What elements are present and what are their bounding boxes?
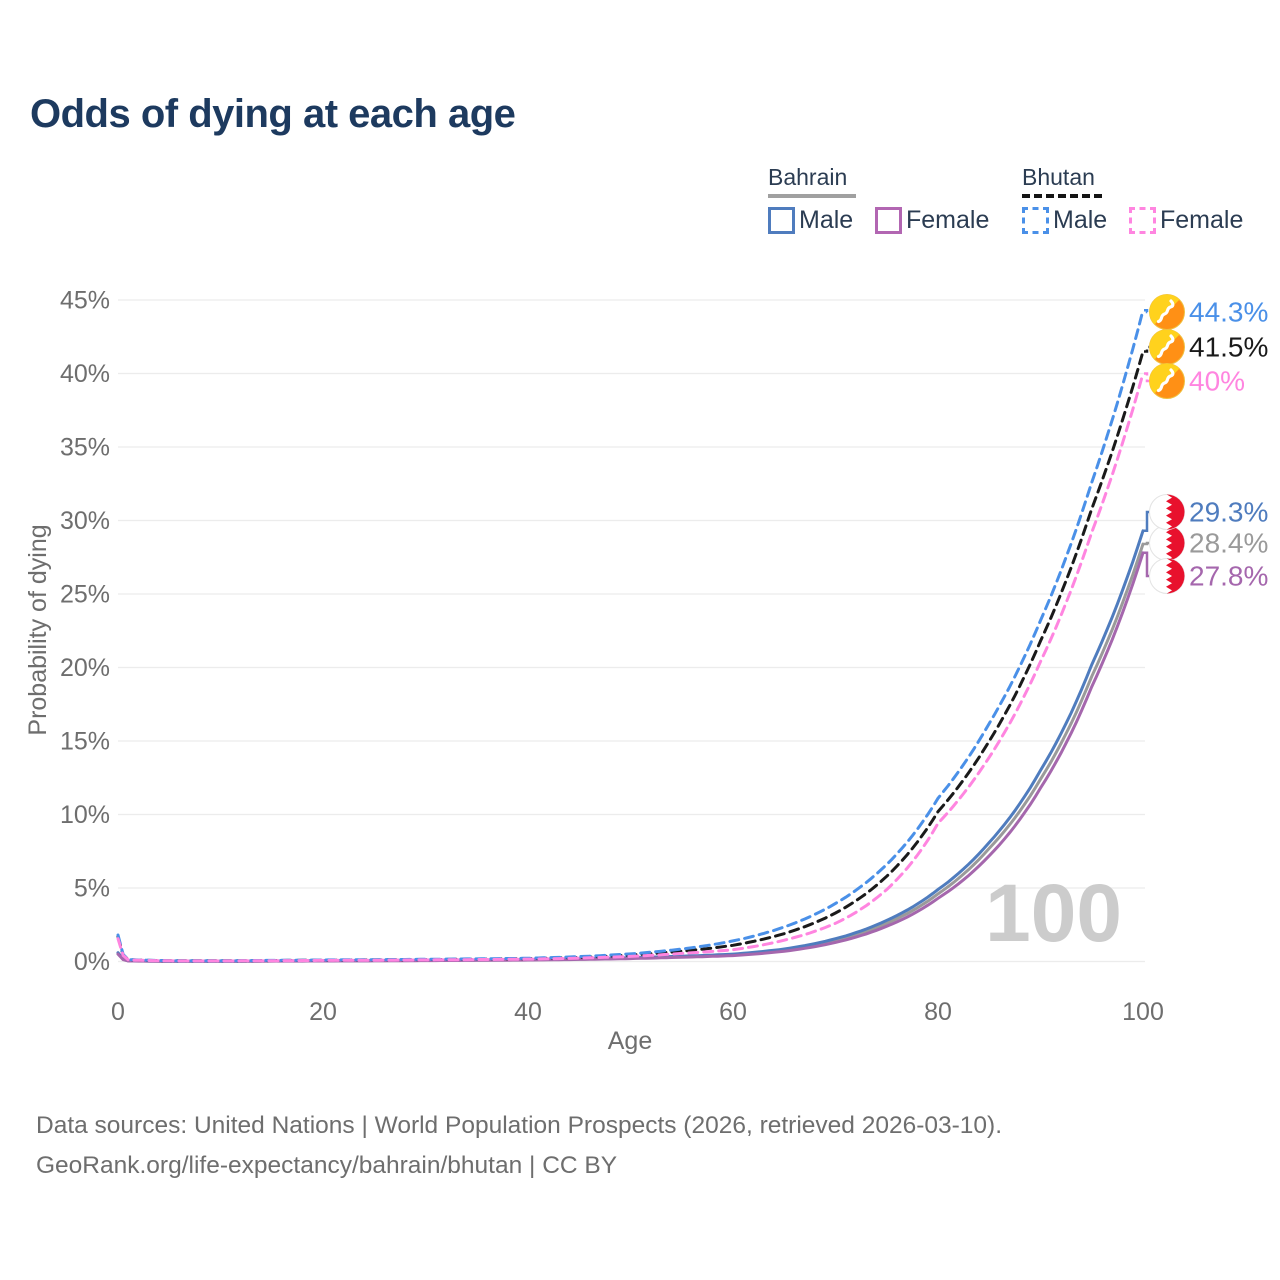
bhutan-flag-icon (1149, 363, 1185, 399)
x-tick-label: 40 (514, 998, 542, 1026)
y-tick-label: 20% (60, 654, 110, 682)
y-tick-label: 45% (60, 287, 110, 315)
end-value-label-bahrain-male: 29.3% (1189, 497, 1268, 528)
y-tick-label: 10% (60, 801, 110, 829)
footer-line-1: Data sources: United Nations | World Pop… (36, 1112, 1003, 1139)
x-tick-label: 80 (924, 998, 952, 1026)
bahrain-flag-icon (1149, 525, 1185, 561)
legend-group-title-bahrain[interactable]: Bahrain (768, 164, 848, 190)
data-source-note: Data sources: United Nations | World Pop… (36, 1106, 1236, 1186)
bahrain-flag-icon (1149, 558, 1185, 594)
end-label-leader (1144, 510, 1149, 533)
page-title: Odds of dying at each age (30, 92, 516, 136)
end-label-leader (1144, 372, 1149, 383)
legend-label-bahrain-female[interactable]: Female (906, 206, 990, 234)
legend-swatch-bhutan-female[interactable] (1129, 207, 1156, 234)
end-label-leader (1144, 541, 1149, 546)
legend-swatch-bhutan-male[interactable] (1022, 207, 1049, 234)
x-tick-label: 60 (719, 998, 747, 1026)
bhutan-flag-icon (1149, 294, 1185, 330)
bahrain-flag-icon (1149, 494, 1185, 530)
y-tick-label: 15% (60, 728, 110, 756)
legend-group-title-bhutan[interactable]: Bhutan (1022, 164, 1095, 190)
end-label-leader (1144, 551, 1149, 578)
x-axis-title: Age (608, 1027, 652, 1055)
legend-swatch-bahrain-female[interactable] (875, 207, 902, 234)
end-value-label-bhutan-female: 40% (1189, 366, 1245, 397)
end-value-label-bhutan-all: 41.5% (1189, 332, 1268, 363)
x-tick-label: 100 (1122, 998, 1164, 1026)
legend-underline-bahrain (768, 194, 856, 198)
x-tick-label: 0 (111, 998, 125, 1026)
y-tick-label: 30% (60, 507, 110, 535)
end-label-leader (1144, 345, 1149, 353)
legend-label-bhutan-male[interactable]: Male (1053, 206, 1108, 234)
series-line-bhutan-female (116, 372, 1145, 963)
legend-swatch-bahrain-male[interactable] (768, 207, 795, 234)
age-watermark: 100 (985, 868, 1122, 959)
legend-underline-bhutan (1022, 194, 1102, 198)
end-value-label-bahrain-all: 28.4% (1189, 528, 1268, 559)
y-tick-label: 35% (60, 434, 110, 462)
y-tick-label: 25% (60, 581, 110, 609)
end-value-label-bhutan-male: 44.3% (1189, 297, 1268, 328)
y-tick-label: 40% (60, 360, 110, 388)
legend-label-bhutan-female[interactable]: Female (1160, 206, 1244, 234)
legend-label-bahrain-male[interactable]: Male (799, 206, 854, 234)
x-tick-label: 20 (309, 998, 337, 1026)
footer-line-2: GeoRank.org/life-expectancy/bahrain/bhut… (36, 1152, 618, 1179)
legend: Bahrain Male Female Bhutan Male Female (768, 164, 1258, 244)
y-tick-label: 5% (74, 875, 110, 903)
end-label-leader (1144, 309, 1149, 314)
end-value-label-bahrain-female: 27.8% (1189, 561, 1268, 592)
series-line-bhutan-male (116, 308, 1145, 963)
y-tick-label: 0% (74, 948, 110, 976)
bhutan-flag-icon (1149, 329, 1185, 365)
y-axis-title: Probability of dying (24, 524, 52, 735)
